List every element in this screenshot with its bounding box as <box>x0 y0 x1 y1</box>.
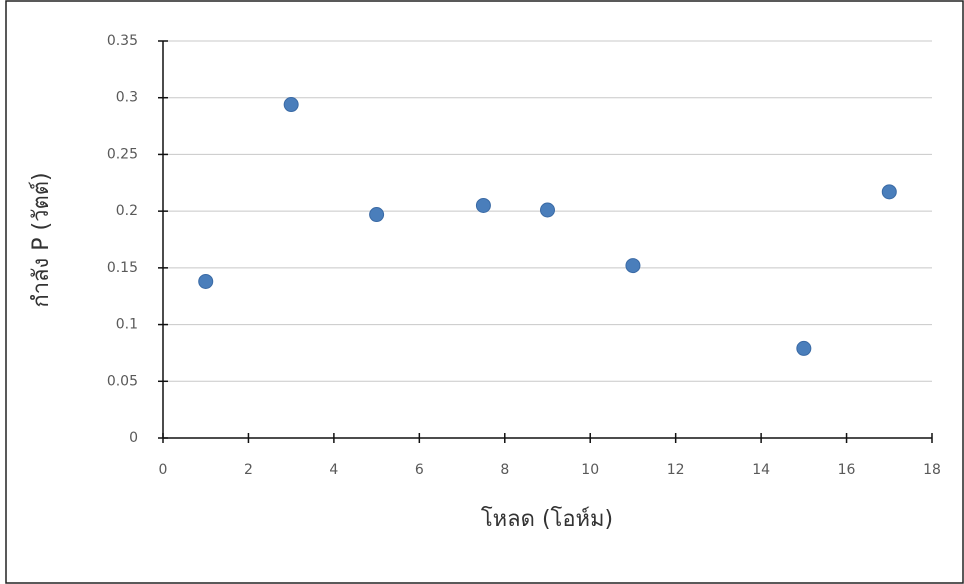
y-tick-label: 0.1 <box>116 317 138 333</box>
x-tick-label: 6 <box>415 462 424 478</box>
y-tick-label: 0.2 <box>116 203 138 219</box>
x-tick-label: 18 <box>923 462 941 478</box>
x-tick-label: 14 <box>752 462 770 478</box>
data-point <box>475 197 491 213</box>
data-point <box>540 202 555 218</box>
data-point <box>881 184 897 200</box>
y-tick-label: 0.25 <box>107 146 138 162</box>
data-point <box>198 273 214 289</box>
x-tick-label: 16 <box>838 462 856 478</box>
x-tick-label: 8 <box>500 462 509 478</box>
data-point <box>796 340 812 356</box>
x-tick-label: 4 <box>329 462 338 478</box>
data-point <box>625 258 641 274</box>
x-axis-title: โหลด (โอห์ม) <box>481 506 613 532</box>
data-point <box>369 207 385 223</box>
y-axis-title: กำลัง P (วัตต์) <box>29 172 54 307</box>
data-point <box>283 97 299 113</box>
y-tick-label: 0 <box>129 430 138 446</box>
x-tick-label: 2 <box>244 462 253 478</box>
x-tick-label: 0 <box>159 462 168 478</box>
y-tick-label: 0.15 <box>107 260 138 276</box>
chart-frame <box>5 0 964 584</box>
x-tick-label: 12 <box>667 462 685 478</box>
x-tick-label: 10 <box>581 462 599 478</box>
y-tick-label: 0.3 <box>116 90 138 106</box>
y-tick-label: 0.05 <box>107 373 138 389</box>
y-tick-label: 0.35 <box>107 33 138 49</box>
